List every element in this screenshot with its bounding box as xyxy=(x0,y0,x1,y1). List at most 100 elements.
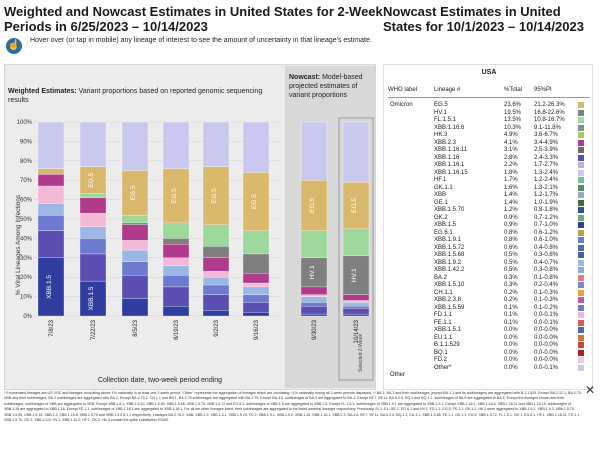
bar-segment[interactable] xyxy=(121,249,149,262)
bar-segment[interactable] xyxy=(37,168,65,175)
bar-segment[interactable] xyxy=(300,230,328,258)
table-row[interactable]: B.1.1.529 0.0% 0.0-0.0% xyxy=(384,341,594,349)
bar-segment[interactable] xyxy=(342,255,370,295)
table-row[interactable]: XBB.1.5.70 1.2% 0.8-1.8% xyxy=(384,206,594,214)
bar-segment[interactable] xyxy=(300,294,328,297)
bar-segment[interactable] xyxy=(300,313,328,317)
table-row[interactable]: XBB.1.16 2.8% 2.4-3.3% xyxy=(384,154,594,162)
table-row[interactable]: XBB.1.16.6 10.3% 9.1-11.8% xyxy=(384,124,594,132)
bar-segment[interactable] xyxy=(162,286,190,307)
bar-segment[interactable] xyxy=(300,180,328,231)
bar-segment[interactable] xyxy=(300,121,328,181)
bar-segment[interactable] xyxy=(342,228,370,257)
bar-segment[interactable] xyxy=(242,311,270,317)
bar-segment[interactable] xyxy=(242,172,270,231)
bar-segment[interactable] xyxy=(242,121,270,173)
bar-segment[interactable] xyxy=(37,214,65,231)
bar-segment[interactable] xyxy=(242,282,270,288)
bar-segment[interactable] xyxy=(121,240,149,251)
bar-segment[interactable] xyxy=(202,271,230,278)
bar-segment[interactable] xyxy=(300,306,328,315)
bar-segment[interactable] xyxy=(342,181,370,229)
bar-segment[interactable] xyxy=(242,294,270,303)
bar-segment[interactable] xyxy=(79,197,107,214)
bar-segment[interactable] xyxy=(242,230,270,255)
table-row[interactable]: XBB 1.4% 1.2-1.7% xyxy=(384,191,594,199)
bar-segment[interactable] xyxy=(202,257,230,272)
bar-segment[interactable] xyxy=(121,298,149,317)
bar-segment[interactable] xyxy=(162,168,190,224)
bar-segment[interactable] xyxy=(37,185,65,204)
table-row[interactable]: XBB.2.3.8 0.2% 0.1-0.3% xyxy=(384,296,594,304)
bar-segment[interactable] xyxy=(162,222,190,239)
table-row[interactable]: XBB.1.5.10 0.3% 0.2-0.4% xyxy=(384,281,594,289)
bar-segment[interactable] xyxy=(242,286,270,295)
table-row[interactable]: FD.2 0.0% 0.0-0.0% xyxy=(384,356,594,364)
bar-segment[interactable] xyxy=(342,306,370,309)
bar-segment[interactable] xyxy=(202,284,230,295)
bar-segment[interactable] xyxy=(342,294,370,301)
bar-segment[interactable] xyxy=(37,203,65,216)
bar-segment[interactable] xyxy=(162,244,190,258)
table-row[interactable]: XBB.2.3 4.1% 3.4-4.9% xyxy=(384,139,594,147)
bar-segment[interactable] xyxy=(202,277,230,286)
table-row[interactable]: XBB.1.9.2 0.5% 0.4-0.7% xyxy=(384,259,594,267)
bar-segment[interactable] xyxy=(202,310,230,317)
table-row[interactable]: GE.1 1.4% 1.0-1.9% xyxy=(384,199,594,207)
table-row[interactable]: XBB.1.5 0.9% 0.7-1.0% xyxy=(384,221,594,229)
bar-segment[interactable] xyxy=(37,230,65,258)
bar-segment[interactable] xyxy=(79,226,107,239)
bar-segment[interactable] xyxy=(202,294,230,311)
table-row[interactable]: Other* 0.0% 0.0-0.1% xyxy=(384,364,594,372)
table-row[interactable]: EU.1.1 0.0% 0.0-0.0% xyxy=(384,334,594,342)
bar-segment[interactable] xyxy=(37,174,65,187)
table-row[interactable]: EG.5 23.6% 21.2-26.3% xyxy=(384,101,594,109)
bar-segment[interactable] xyxy=(242,302,270,313)
table-row[interactable]: GK.1.1 1.6% 1.3-2.1% xyxy=(384,184,594,192)
table-row[interactable]: HK.3 4.9% 3.6-6.7% xyxy=(384,131,594,139)
bar-segment[interactable] xyxy=(121,170,149,216)
bar-segment[interactable] xyxy=(121,222,149,225)
bar-segment[interactable] xyxy=(202,166,230,225)
table-row[interactable]: XBB.1.16.1 2.2% 1.7-2.7% xyxy=(384,161,594,169)
bar-segment[interactable] xyxy=(300,296,328,303)
bar-segment[interactable] xyxy=(79,253,107,282)
bar-segment[interactable] xyxy=(79,121,107,167)
bar-segment[interactable] xyxy=(342,121,370,183)
bar-segment[interactable] xyxy=(242,273,270,284)
table-row[interactable]: XBB.1.5.59 0.1% 0.1-0.2% xyxy=(384,304,594,312)
table-row[interactable]: XBB.1.16.11 3.1% 2.5-3.9% xyxy=(384,146,594,154)
bar-segment[interactable] xyxy=(162,275,190,288)
bar-segment[interactable] xyxy=(342,302,370,307)
bar-segment[interactable] xyxy=(300,302,328,307)
table-row[interactable]: XBB.1.16.15 1.8% 1.3-2.4% xyxy=(384,169,594,177)
bar-segment[interactable] xyxy=(79,166,107,194)
bar-segment[interactable] xyxy=(202,246,230,258)
table-row[interactable]: XBB.1.5.68 0.5% 0.3-0.8% xyxy=(384,251,594,259)
bar-segment[interactable] xyxy=(202,121,230,167)
bar-segment[interactable] xyxy=(202,224,230,247)
bar-segment[interactable] xyxy=(342,313,370,317)
table-row[interactable]: CH.1.1 0.2% 0.1-0.3% xyxy=(384,289,594,297)
bar-segment[interactable] xyxy=(79,193,107,198)
table-row[interactable]: FD.1.1 0.1% 0.0-0.1% xyxy=(384,311,594,319)
table-row[interactable]: FE.1.1 0.1% 0.0-0.1% xyxy=(384,319,594,327)
bar-segment[interactable] xyxy=(342,308,370,315)
table-row[interactable]: EG.6.1 0.8% 0.6-1.2% xyxy=(384,229,594,237)
bar-segment[interactable] xyxy=(162,306,190,317)
bar-segment[interactable] xyxy=(37,121,65,169)
table-row[interactable]: XBB.1.42.2 0.5% 0.3-0.8% xyxy=(384,266,594,274)
table-row[interactable]: XBB.1.5.72 0.6% 0.4-0.8% xyxy=(384,244,594,252)
table-row[interactable]: FL.1.5.1 13.5% 10.8-16.7% xyxy=(384,116,594,124)
table-row[interactable]: HF.1 1.7% 1.2-2.4% xyxy=(384,176,594,184)
bar-segment[interactable] xyxy=(242,253,270,274)
table-row[interactable]: BA.2 0.3% 0.1-0.8% xyxy=(384,274,594,282)
table-row[interactable]: BQ.1 0.0% 0.0-0.0% xyxy=(384,349,594,357)
close-icon[interactable]: ✕ xyxy=(584,383,596,397)
table-row[interactable]: XBB.1.9.1 0.8% 0.6-1.0% xyxy=(384,236,594,244)
bar-segment[interactable] xyxy=(162,257,190,266)
table-row[interactable]: GK.2 0.9% 0.7-1.2% xyxy=(384,214,594,222)
bar-segment[interactable] xyxy=(121,224,149,241)
bar-segment[interactable] xyxy=(79,213,107,227)
bar-segment[interactable] xyxy=(79,280,107,317)
